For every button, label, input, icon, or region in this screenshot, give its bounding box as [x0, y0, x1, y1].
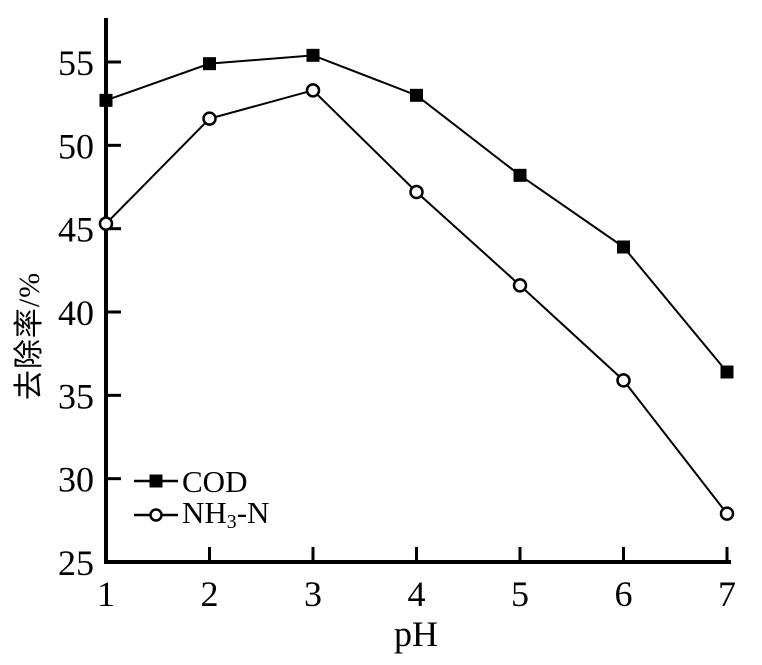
x-tick-label: 1	[97, 574, 115, 614]
data-point-cod	[203, 57, 216, 71]
data-point-cod	[513, 168, 527, 182]
series-line-cod	[105, 54, 728, 373]
y-tick-label: 25	[58, 543, 94, 583]
y-tick-label: 40	[58, 293, 94, 333]
x-tick-label: 6	[615, 574, 633, 614]
data-point-nh3-n	[409, 184, 424, 200]
legend-label-nh3n: NH3-N	[182, 495, 270, 534]
data-point-nh3-n	[616, 373, 631, 388]
data-point-nh3-n	[98, 216, 114, 231]
x-tick-label: 3	[304, 574, 322, 614]
x-tick-label: 2	[201, 574, 219, 614]
x-tick-label: 4	[408, 574, 426, 614]
legend-item-nh3n: NH3-N	[133, 495, 270, 534]
y-tick-label: 55	[58, 43, 94, 83]
x-tick-label: 5	[511, 574, 529, 614]
x-axis-title: pH	[394, 614, 438, 654]
y-tick-label: 35	[58, 376, 94, 416]
legend-label-cod: COD	[182, 463, 248, 499]
data-point-cod	[410, 88, 423, 102]
data-point-cod	[720, 365, 734, 379]
series-line-nh3-n	[105, 89, 728, 515]
legend: COD NH3-N	[133, 464, 269, 532]
data-point-nh3-n	[512, 278, 528, 293]
y-tick-label: 50	[58, 126, 94, 166]
y-tick-label: 45	[58, 210, 94, 250]
y-tick-label: 30	[58, 460, 94, 500]
data-point-nh3-n	[305, 83, 321, 98]
legend-marker-filled-square-icon	[134, 474, 178, 488]
data-point-cod	[99, 93, 113, 107]
data-point-cod	[617, 240, 630, 254]
legend-item-cod: COD	[133, 464, 269, 498]
data-point-nh3-n	[719, 506, 735, 521]
y-axis-title: 去除率/%	[13, 271, 46, 401]
x-tick-label: 7	[718, 574, 736, 614]
data-point-nh3-n	[202, 111, 217, 126]
legend-marker-open-circle-icon	[134, 508, 178, 522]
data-point-cod	[306, 48, 320, 62]
